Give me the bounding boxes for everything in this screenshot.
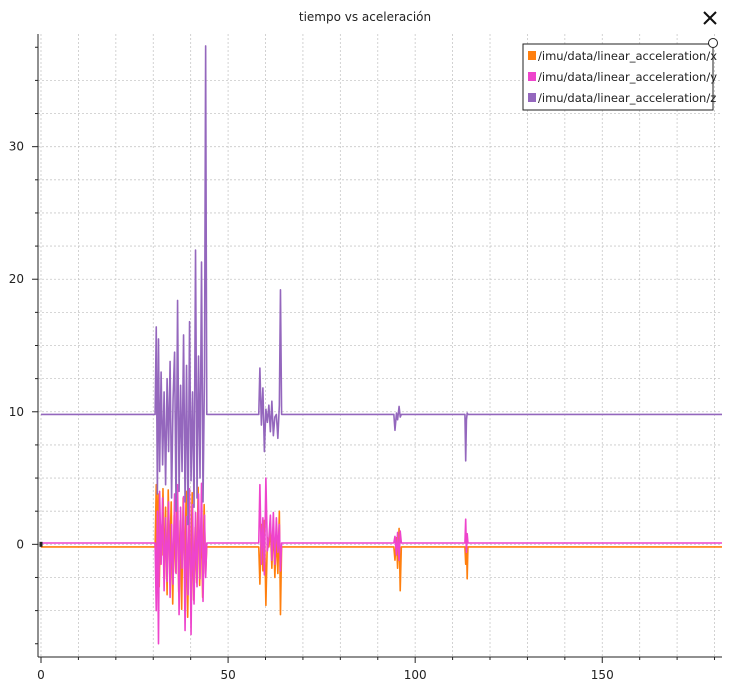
y-tick-label: 30: [9, 140, 24, 154]
legend-entry[interactable]: /imu/data/linear_acceleration/y: [538, 70, 717, 84]
legend-swatch: [528, 51, 536, 60]
grid: [38, 34, 722, 657]
legend-entry[interactable]: /imu/data/linear_acceleration/x: [538, 49, 717, 63]
y-tick-label: 0: [16, 537, 24, 551]
legend-box: [522, 43, 714, 111]
series-line-z: [41, 45, 722, 526]
x-tick-label: 150: [591, 668, 614, 682]
legend[interactable]: /imu/data/linear_acceleration/x/imu/data…: [522, 43, 717, 111]
legend-swatch: [528, 93, 536, 102]
x-tick-label: 0: [37, 668, 45, 682]
origin-marker: [39, 541, 43, 547]
chart-title: tiempo vs aceleración: [298, 10, 432, 24]
y-tick-label: 20: [9, 272, 24, 286]
close-icon[interactable]: [700, 8, 720, 28]
legend-handle-icon[interactable]: [708, 38, 718, 48]
x-tick-label: 50: [220, 668, 235, 682]
legend-swatch: [528, 72, 536, 81]
legend-entry[interactable]: /imu/data/linear_acceleration/z: [538, 91, 716, 105]
series-line-y: [41, 477, 722, 645]
x-tick-label: 100: [404, 668, 427, 682]
series-line-x: [41, 483, 722, 619]
y-tick-label: 10: [9, 405, 24, 419]
